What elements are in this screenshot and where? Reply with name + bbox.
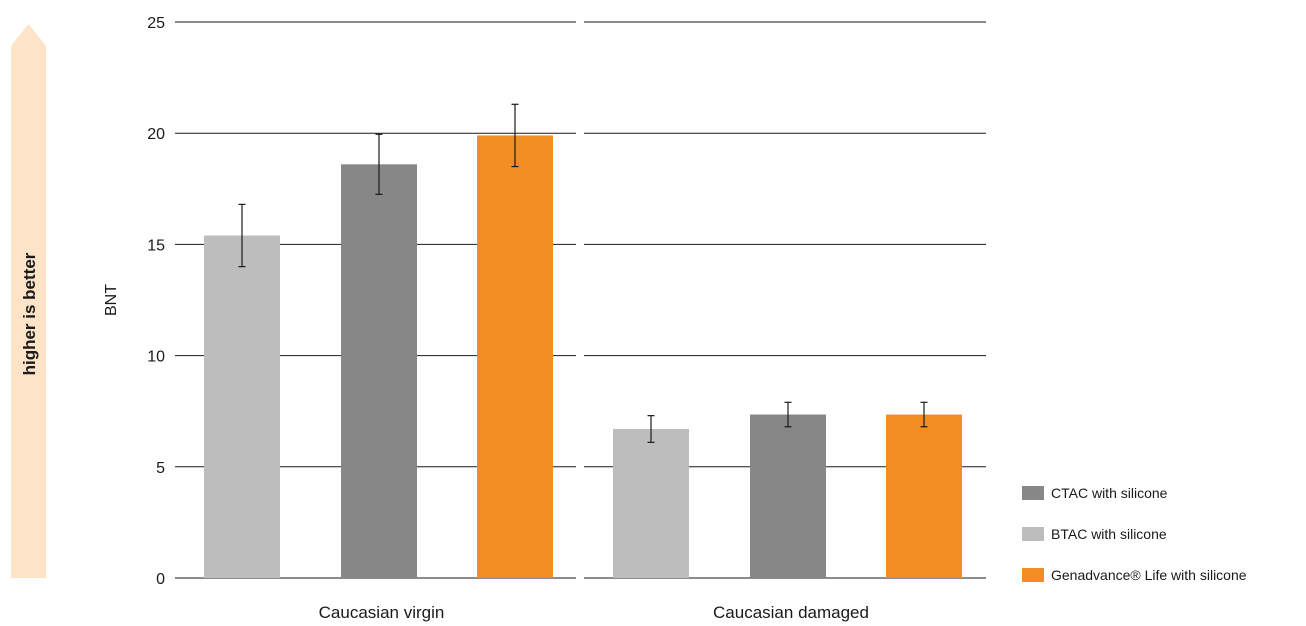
bar-2-2 <box>750 414 826 578</box>
bar-2-3 <box>886 414 962 578</box>
bar-1-2 <box>341 164 417 578</box>
error-bar-2-1 <box>647 415 655 443</box>
legend-swatch-btac <box>1022 527 1044 541</box>
legend-item-genadvance: Genadvance® Life with silicone <box>1022 566 1247 584</box>
legend-label-btac: BTAC with silicone <box>1051 526 1167 542</box>
category-label-2: Caucasian damaged <box>713 603 869 622</box>
error-bar-2-2 <box>784 401 792 428</box>
bar-1-3 <box>477 135 553 578</box>
arrow-shape <box>11 24 46 578</box>
legend-item-btac: BTAC with silicone <box>1022 525 1247 543</box>
y-tick-label: 15 <box>147 237 165 254</box>
legend-swatch-genadvance <box>1022 568 1044 582</box>
category-label-1: Caucasian virgin <box>319 603 445 622</box>
bar-1-1 <box>204 235 280 578</box>
y-axis-label: BNT <box>103 284 120 316</box>
error-bar-2-3 <box>920 401 928 428</box>
category-labels: Caucasian virgin Caucasian damaged <box>319 603 869 622</box>
bars <box>204 135 962 578</box>
y-tick-label: 5 <box>156 460 165 477</box>
y-tick-label: 0 <box>156 571 165 588</box>
error-bars <box>238 103 928 443</box>
y-tick-label: 10 <box>147 349 165 366</box>
y-tick-label: 20 <box>147 126 165 143</box>
y-tick-label: 25 <box>147 15 165 32</box>
bar-2-1 <box>613 428 689 578</box>
legend-swatch-ctac <box>1022 486 1044 500</box>
legend-item-ctac: CTAC with silicone <box>1022 484 1247 502</box>
legend-label-genadvance: Genadvance® Life with silicone <box>1051 567 1247 583</box>
legend-label-ctac: CTAC with silicone <box>1051 485 1168 501</box>
legend: CTAC with silicone BTAC with silicone Ge… <box>1022 484 1247 607</box>
higher-is-better-arrow: higher is better <box>11 24 46 578</box>
error-bar-1-2 <box>375 133 383 195</box>
grid-lines <box>175 21 986 579</box>
y-axis-ticks: 0 5 10 15 20 25 <box>147 15 165 588</box>
arrow-label: higher is better <box>20 252 39 375</box>
error-bar-1-1 <box>238 203 246 268</box>
error-bar-1-3 <box>511 103 519 168</box>
